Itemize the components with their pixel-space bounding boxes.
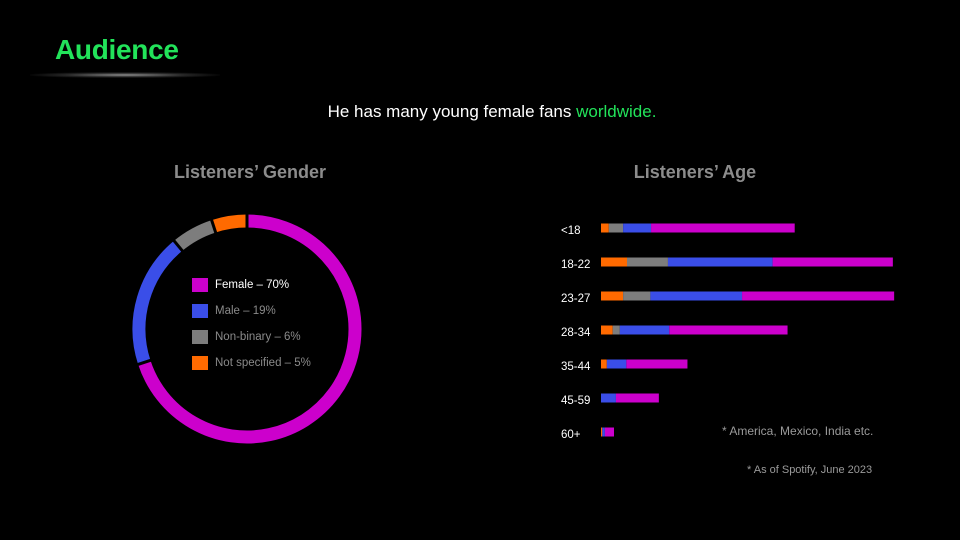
age-tick-label: 18-22 <box>561 259 590 271</box>
donut-slice-nonbinary <box>174 220 216 251</box>
headline-text: He has many young female fans <box>327 102 577 121</box>
age-bar-segment <box>601 359 607 369</box>
age-bar-segment <box>601 393 616 403</box>
source-footnote: * As of Spotify, June 2023 <box>747 464 873 476</box>
headline-accent: worldwide. <box>576 102 657 121</box>
age-bar-segment <box>601 325 613 335</box>
legend-swatch-male <box>192 304 208 318</box>
age-bar-segment <box>604 427 614 437</box>
legend-label-male: Male – 19% <box>215 305 276 317</box>
age-bar-segment <box>601 291 624 301</box>
age-chart-title: Listeners’ Age <box>633 162 757 182</box>
legend-swatch-not-specified <box>192 356 208 370</box>
age-bar-segment <box>608 223 624 233</box>
age-bar-segment <box>772 257 893 267</box>
age-bar-segment <box>602 427 605 437</box>
legend-swatch-female <box>192 278 208 292</box>
donut-slice-female <box>138 214 362 444</box>
legend-label-female: Female – 70% <box>215 279 290 291</box>
age-bar-segment <box>601 257 627 267</box>
age-bar-segment <box>601 223 609 233</box>
age-tick-label: 23-27 <box>561 293 590 305</box>
age-bar-segment <box>623 291 651 301</box>
age-bar-segment <box>667 257 773 267</box>
age-bar-segment <box>623 223 652 233</box>
age-bar-segment <box>615 393 659 403</box>
age-tick-label: 28-34 <box>561 327 591 339</box>
age-bar-segment <box>612 325 620 335</box>
age-bar-segment <box>606 359 627 369</box>
age-bar-segment <box>651 223 795 233</box>
age-bar-segment <box>650 291 743 301</box>
donut-separator <box>209 217 218 236</box>
headline: He has many young female fans worldwide. <box>0 102 960 122</box>
age-bar-segment <box>626 359 688 369</box>
age-tick-label: 35-44 <box>561 361 591 373</box>
donut-slice-male <box>132 240 183 365</box>
age-bar-segment <box>619 325 670 335</box>
age-tick-label: <18 <box>561 225 581 237</box>
title-underline-glow <box>30 72 220 78</box>
legend-swatch-nonbinary <box>192 330 208 344</box>
page-title: Audience <box>55 34 179 65</box>
age-bar-segment <box>742 291 895 301</box>
regions-footnote: * America, Mexico, India etc. <box>722 424 874 438</box>
age-tick-label: 45-59 <box>561 395 590 407</box>
gender-donut-chart <box>132 212 362 444</box>
donut-slice-not-specified <box>211 214 248 233</box>
legend-label-nonbinary: Non-binary – 6% <box>215 331 301 343</box>
age-bar-segment <box>627 257 668 267</box>
age-bar-segment <box>669 325 788 335</box>
age-tick-label: 60+ <box>561 429 581 441</box>
legend-label-not-specified: Not specified – 5% <box>215 357 311 369</box>
age-bar-segment <box>601 427 603 437</box>
age-bar-chart: <18 18-22 23-27 28-34 35-44 45-59 60+ <box>561 223 895 441</box>
donut-separator <box>171 237 186 254</box>
donut-separator <box>135 358 154 367</box>
gender-chart-title: Listeners’ Gender <box>173 162 327 182</box>
